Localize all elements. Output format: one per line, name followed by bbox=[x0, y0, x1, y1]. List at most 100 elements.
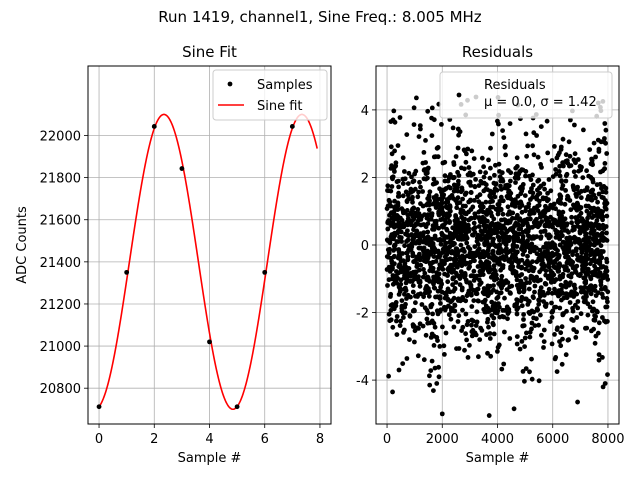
residual-point bbox=[500, 128, 505, 134]
residual-point bbox=[575, 237, 580, 243]
residual-point bbox=[560, 136, 566, 142]
residual-point bbox=[575, 184, 580, 190]
residual-point bbox=[525, 253, 530, 259]
residual-point bbox=[604, 213, 610, 219]
residual-point bbox=[453, 213, 458, 218]
residual-point bbox=[512, 302, 518, 308]
residual-point bbox=[413, 258, 418, 263]
residual-point bbox=[457, 200, 463, 206]
residual-point bbox=[488, 188, 493, 194]
residual-point bbox=[554, 230, 559, 236]
residual-point bbox=[557, 305, 563, 311]
residual-point bbox=[387, 246, 392, 252]
residual-point bbox=[537, 247, 543, 253]
residual-point bbox=[404, 250, 409, 256]
residual-point bbox=[446, 312, 452, 318]
residual-point bbox=[519, 272, 525, 277]
residual-point bbox=[477, 234, 483, 240]
residual-point bbox=[395, 255, 401, 261]
residual-point bbox=[519, 294, 525, 300]
residual-point bbox=[575, 157, 581, 162]
x-axis-label: Sample # bbox=[466, 451, 530, 466]
residual-point bbox=[570, 308, 576, 314]
residual-point bbox=[422, 253, 428, 259]
axes-frame bbox=[87, 65, 332, 425]
residual-point bbox=[498, 183, 503, 189]
residual-point bbox=[559, 179, 564, 184]
residual-point bbox=[526, 310, 532, 315]
residual-point bbox=[558, 330, 564, 336]
residual-point bbox=[471, 226, 476, 232]
residual-point bbox=[571, 327, 577, 332]
residuals-plot: 0 2000 4000 6000 8000 -4 -2 0 2 4 Residuals Sample … bbox=[356, 43, 624, 466]
residual-point bbox=[388, 220, 394, 226]
residual-point bbox=[552, 332, 557, 337]
residual-point bbox=[562, 201, 568, 207]
residual-point bbox=[500, 248, 506, 254]
residual-point bbox=[572, 282, 577, 288]
residual-point bbox=[559, 324, 565, 330]
residual-point bbox=[426, 293, 432, 299]
residual-point bbox=[460, 260, 466, 265]
residual-point bbox=[563, 152, 569, 158]
residual-point bbox=[504, 304, 510, 310]
residual-point bbox=[491, 253, 496, 258]
residual-point bbox=[416, 189, 421, 195]
residual-point bbox=[478, 178, 484, 184]
residual-point bbox=[532, 323, 538, 328]
residual-point bbox=[501, 361, 507, 367]
residual-point bbox=[471, 287, 476, 293]
residual-point bbox=[585, 235, 590, 241]
residual-point bbox=[568, 293, 574, 298]
residual-point bbox=[417, 240, 422, 246]
residual-point bbox=[560, 311, 566, 317]
residual-point bbox=[398, 281, 404, 287]
residual-point bbox=[511, 236, 517, 241]
residual-point bbox=[475, 298, 481, 304]
residual-point bbox=[524, 330, 529, 336]
residual-point bbox=[602, 161, 608, 166]
residual-point bbox=[425, 248, 430, 254]
residual-point bbox=[558, 144, 564, 150]
residual-point bbox=[588, 230, 594, 236]
residual-point bbox=[596, 149, 602, 154]
residual-point bbox=[421, 294, 426, 300]
residual-point bbox=[467, 342, 472, 348]
residual-point bbox=[569, 289, 574, 295]
residual-point bbox=[534, 133, 539, 138]
residual-point bbox=[496, 301, 501, 306]
residual-point bbox=[522, 193, 528, 199]
residual-point bbox=[398, 318, 404, 324]
residual-point bbox=[476, 224, 482, 229]
residual-point bbox=[426, 193, 432, 199]
residual-point bbox=[561, 264, 567, 269]
residual-point bbox=[513, 180, 518, 185]
residual-point bbox=[433, 294, 438, 300]
residual-point bbox=[475, 241, 481, 247]
x-tick-label: 2 bbox=[150, 432, 158, 447]
residual-point bbox=[424, 240, 429, 246]
residual-point bbox=[397, 115, 403, 120]
residual-point bbox=[401, 210, 406, 216]
residual-point bbox=[509, 254, 515, 260]
residual-point bbox=[443, 204, 449, 210]
residual-point bbox=[605, 277, 611, 282]
residual-point bbox=[539, 332, 544, 338]
residual-point bbox=[463, 159, 469, 165]
residual-point bbox=[502, 295, 507, 301]
residual-point bbox=[468, 284, 474, 290]
residual-point bbox=[553, 304, 559, 310]
residual-point bbox=[410, 283, 416, 288]
residual-point bbox=[485, 210, 491, 216]
residual-point bbox=[517, 238, 523, 244]
residual-point bbox=[574, 291, 580, 297]
residual-point bbox=[578, 195, 584, 201]
residual-point bbox=[429, 115, 434, 121]
residual-point bbox=[392, 261, 397, 267]
residual-point bbox=[396, 178, 401, 184]
residual-point bbox=[464, 260, 470, 266]
y-tick-label: 2 bbox=[361, 171, 369, 186]
plot-area bbox=[384, 94, 611, 418]
residual-point bbox=[548, 242, 554, 248]
residual-point bbox=[456, 346, 462, 351]
